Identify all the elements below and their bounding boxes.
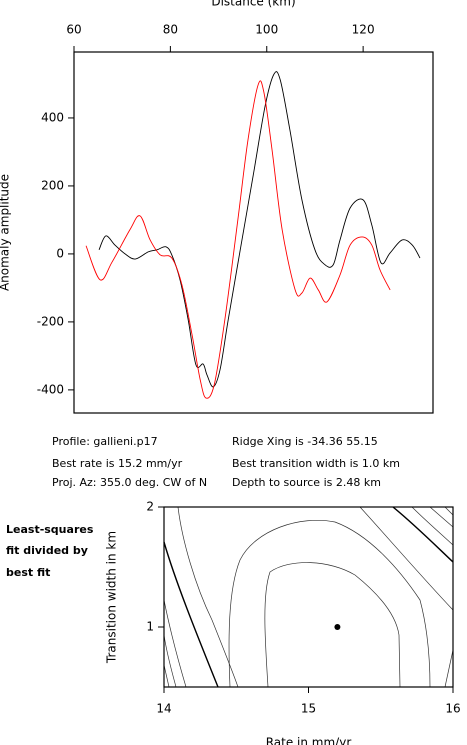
x-tick-label: 16 [445, 702, 460, 716]
y-tick-label: -200 [37, 314, 64, 328]
y-tick-label: 1 [146, 620, 154, 634]
profile-info: Best transition width is 1.0 km [232, 457, 400, 470]
y-axis-label: Anomaly amplitude [0, 174, 12, 291]
x-tick-label: 60 [66, 23, 81, 37]
contours [163, 506, 454, 688]
y-tick-label: -400 [37, 382, 64, 396]
side-label: best fit [6, 566, 50, 579]
data-line [85, 80, 391, 399]
x-tick-label: 120 [352, 23, 375, 37]
x-tick-label: 15 [301, 702, 316, 716]
x-tick-label: 14 [156, 702, 171, 716]
y-tick-label: 400 [41, 110, 64, 124]
y-tick-label: 200 [41, 178, 64, 192]
y-tick-label: 2 [146, 500, 154, 514]
x-axis-label: Rate in mm/yr [266, 736, 352, 745]
x-axis-label: Distance (km) [211, 0, 295, 9]
x-tick-label: 80 [163, 23, 178, 37]
x-tick-label: 100 [255, 23, 278, 37]
profile-info: Best rate is 15.2 mm/yr [52, 457, 183, 470]
plot-frame [73, 51, 434, 414]
profile-info: Ridge Xing is -34.36 55.15 [232, 435, 378, 448]
profile-info: Depth to source is 2.48 km [232, 476, 381, 489]
data-line [98, 71, 421, 388]
best-fit-point [334, 624, 341, 630]
y-tick-label: 0 [56, 246, 64, 260]
profile-info: Profile: gallieni.p17 [52, 435, 158, 448]
side-label: fit divided by [6, 544, 88, 557]
y-axis-label: Transition width in km [105, 531, 119, 664]
side-label: Least-squares [6, 523, 94, 536]
profile-info: Proj. Az: 355.0 deg. CW of N [52, 476, 207, 489]
